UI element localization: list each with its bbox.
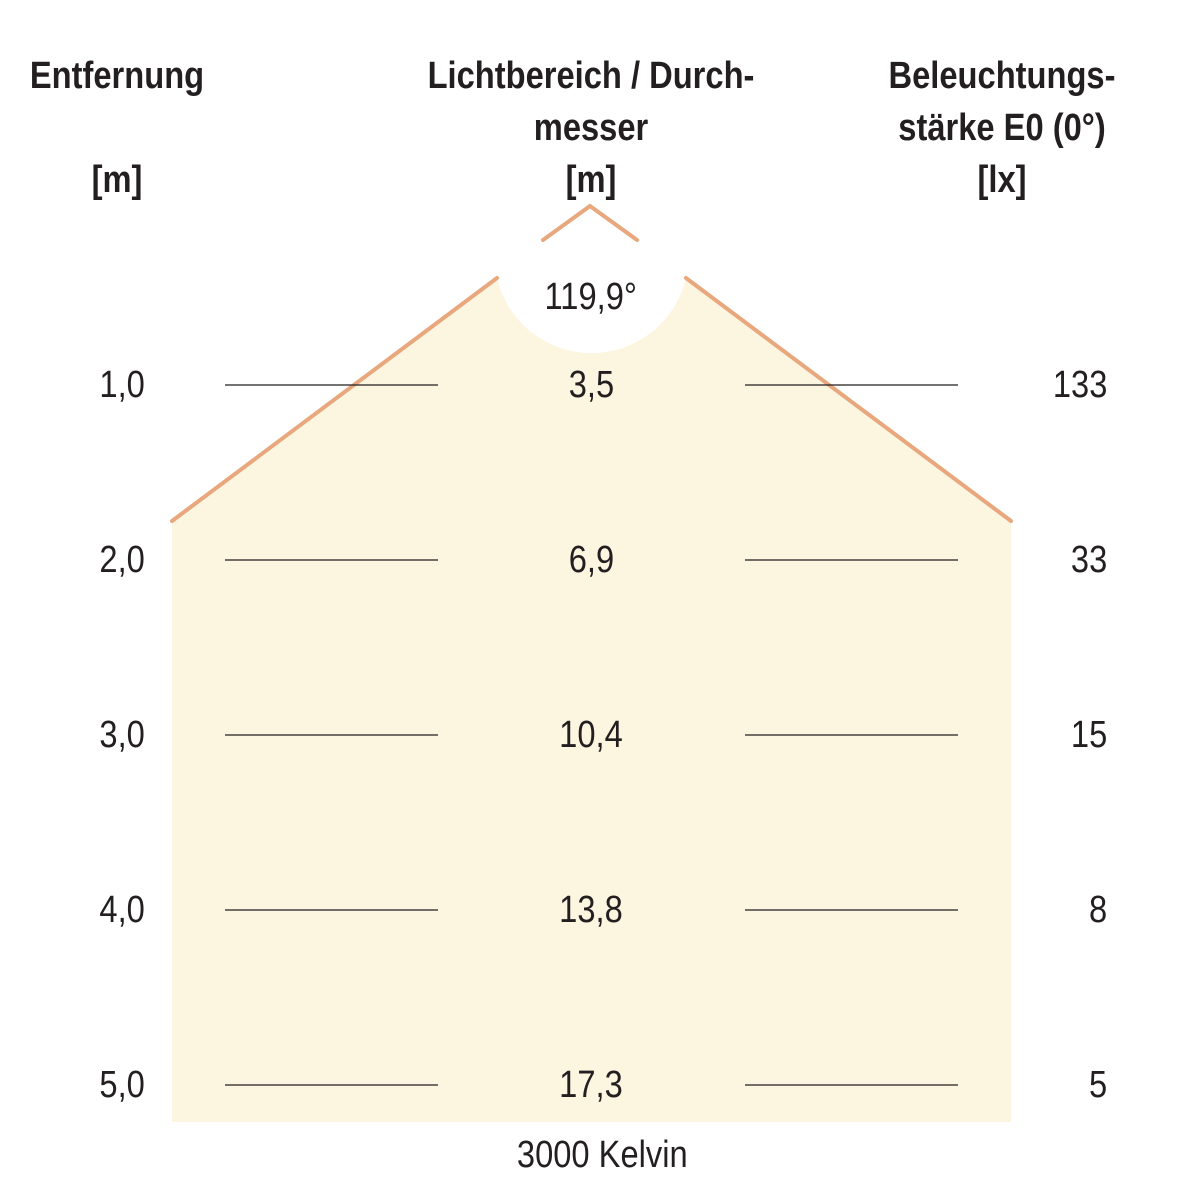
row-illuminance: 15 (1070, 714, 1107, 756)
diameter-header-unit: [m] (565, 159, 617, 201)
diameter-header-title-cont: messer (533, 107, 649, 149)
distance-header-unit: [m] (91, 159, 143, 201)
illuminance-header: Beleuchtungs- stärke E0 (0°) [lx] (873, 50, 1131, 206)
row-distance: 1,0 (99, 364, 145, 406)
illuminance-header-title-cont: stärke E0 (0°) (898, 107, 1106, 149)
color-temperature-value: 3000 Kelvin (516, 1134, 688, 1176)
row-illuminance: 8 (1088, 889, 1107, 931)
row-illuminance: 5 (1088, 1064, 1107, 1106)
illuminance-header-unit: [lx] (977, 159, 1027, 201)
beam-edge-left (170, 276, 499, 523)
illuminance-header-title: Beleuchtungs- (888, 55, 1116, 97)
beam-angle-value: 119,9° (544, 276, 638, 318)
light-area (172, 278, 1011, 1122)
beam-apex-left (541, 204, 592, 242)
row-distance: 2,0 (99, 539, 145, 581)
row-illuminance: 33 (1070, 539, 1107, 581)
diameter-header-title: Lichtbereich / Durch- (427, 55, 755, 97)
beam-edge-right (684, 276, 1013, 523)
distance-header: Entfernung [m] (16, 50, 217, 206)
row-diameter-value: 10,4 (559, 714, 623, 756)
row-diameter-value: 17,3 (559, 1064, 623, 1106)
distance-header-blank (16, 102, 217, 154)
row-diameter-value: 6,9 (568, 539, 614, 581)
row-diameter-value: 13,8 (559, 889, 623, 931)
row-distance: 4,0 (99, 889, 145, 931)
row-distance: 3,0 (99, 714, 145, 756)
distance-header-title: Entfernung (29, 55, 205, 97)
row-illuminance: 133 (1052, 364, 1107, 406)
row-distance: 5,0 (99, 1064, 145, 1106)
beam-apex-right (588, 204, 639, 242)
row-diameter-value: 3,5 (568, 364, 614, 406)
diameter-header: Lichtbereich / Durch- messer [m] (419, 50, 763, 206)
